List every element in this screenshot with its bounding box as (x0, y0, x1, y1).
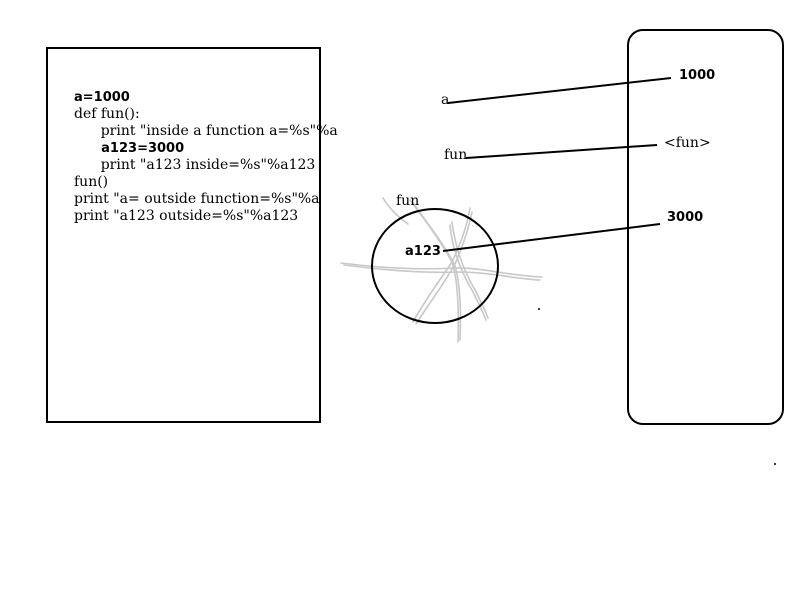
stray-dot-1 (538, 308, 540, 310)
code-line-5: print "a123 inside=%s"%a123 (74, 157, 316, 173)
code-line-6: fun() (74, 174, 109, 190)
code-line-2: def fun(): (74, 106, 140, 122)
arrow-a123-to-3000 (442, 223, 661, 252)
code-line-7: print "a= outside function=%s"%a (74, 191, 320, 207)
name-a: a (441, 92, 450, 108)
name-fun: fun (444, 147, 468, 163)
code-line-1: a=1000 (74, 90, 130, 105)
arrow-fun-to-object (465, 144, 658, 159)
value-1000: 1000 (679, 68, 716, 83)
code-line-4: a123=3000 (74, 141, 185, 156)
scope-scribble (340, 197, 543, 343)
code-panel (46, 47, 321, 423)
stray-dot-2 (774, 463, 776, 465)
value-fun-object: <fun> (664, 135, 711, 151)
name-a123: a123 (405, 244, 441, 259)
code-line-8: print "a123 outside=%s"%a123 (74, 208, 299, 224)
code-line-3: print "inside a function a=%s"%a (74, 123, 338, 139)
value-3000: 3000 (667, 210, 704, 225)
arrow-a-to-1000 (447, 77, 672, 104)
function-scope-circle (371, 208, 499, 324)
scope-label-fun: fun (396, 193, 420, 209)
